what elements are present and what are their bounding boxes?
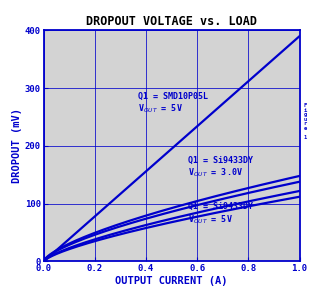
- Y-axis label: DROPOUT (mV): DROPOUT (mV): [12, 109, 22, 183]
- Text: Q1 = SMD10P05L
V$_{OUT}$ = 5V: Q1 = SMD10P05L V$_{OUT}$ = 5V: [138, 92, 208, 115]
- Text: Q1 = Si9433DY
V$_{OUT}$ = 3.0V: Q1 = Si9433DY V$_{OUT}$ = 3.0V: [188, 156, 253, 179]
- Text: Q1 = Si9433DY
V$_{OUT}$ = 5V: Q1 = Si9433DY V$_{OUT}$ = 5V: [188, 202, 253, 226]
- X-axis label: OUTPUT CURRENT (A): OUTPUT CURRENT (A): [115, 276, 228, 286]
- Title: DROPOUT VOLTAGE vs. LOAD: DROPOUT VOLTAGE vs. LOAD: [86, 15, 257, 28]
- Text: F
i
g
u
r
e
 
1: F i g u r e 1: [304, 103, 307, 140]
